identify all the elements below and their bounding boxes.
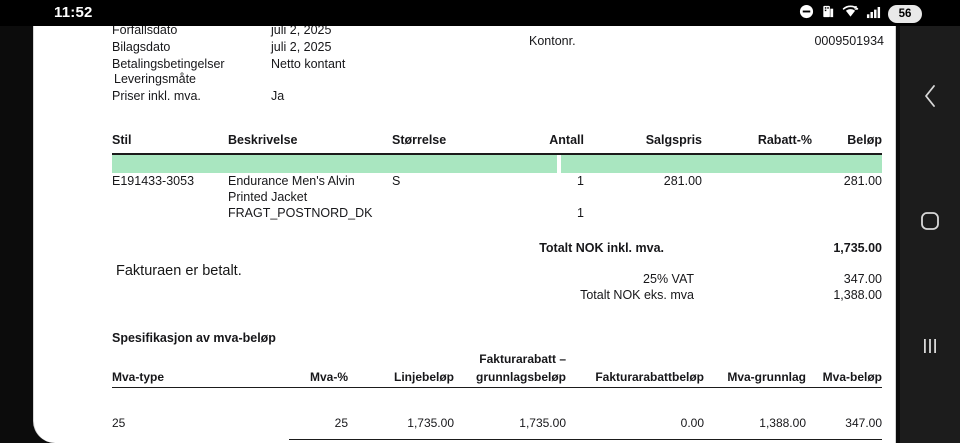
total-vat-label: 25% VAT bbox=[643, 272, 694, 286]
back-icon bbox=[920, 82, 940, 115]
items-header-rabatt: Rabatt-% bbox=[757, 133, 812, 147]
total-net-value: 1,388.00 bbox=[833, 288, 882, 302]
items-header-antall: Antall bbox=[549, 133, 584, 147]
left-bezel bbox=[0, 26, 32, 443]
items-header-belop: Beløp bbox=[847, 133, 882, 147]
cell-antall: 1 bbox=[577, 174, 584, 188]
cell-beskrivelse: Printed Jacket bbox=[228, 190, 308, 204]
items-header-beskrivelse: Beskrivelse bbox=[228, 133, 298, 147]
total-vat-value: 347.00 bbox=[843, 272, 882, 286]
cell-antall: 1 bbox=[577, 206, 584, 220]
meta-label-bilagsdato: Bilagsdato bbox=[112, 40, 171, 54]
vat-header-type: Mva-type bbox=[112, 370, 165, 384]
total-gross-label: Totalt NOK inkl. mva. bbox=[539, 241, 664, 255]
meta-value-betalingsbetingelser: Netto kontant bbox=[271, 57, 346, 71]
recents-icon bbox=[920, 335, 940, 362]
vat-spec-header: Mva-type Mva-% Linjebeløp Fakturarabatt … bbox=[112, 348, 882, 384]
home-icon bbox=[919, 210, 941, 237]
meta-value-kontonr: 0009501934 bbox=[814, 34, 884, 48]
vat-spec-row: 25 25 1,735.00 1,735.00 0.00 1,388.00 34… bbox=[112, 416, 882, 432]
vat-header-mva-grunnlag: Mva-grunnlag bbox=[727, 370, 806, 384]
vat-cell-mva-grunnlag: 1,388.00 bbox=[759, 416, 806, 430]
meta-value-priser-inkl-mva: Ja bbox=[271, 89, 285, 103]
meta-label-priser-inkl-mva: Priser inkl. mva. bbox=[112, 89, 201, 103]
meta-label-leveringsmate: Leveringsmåte bbox=[114, 72, 196, 86]
vat-cell-type: 25 bbox=[112, 416, 126, 430]
invoice-page[interactable]: Forfallsdato juli 2, 2025 Bilagsdato jul… bbox=[33, 26, 896, 443]
table-row[interactable]: Printed Jacket bbox=[112, 190, 882, 206]
vat-cell-fakturarabatt: 1,735.00 bbox=[519, 416, 566, 430]
items-header-salgspris: Salgspris bbox=[645, 133, 702, 147]
total-gross-value: 1,735.00 bbox=[833, 241, 882, 255]
vibrate-icon bbox=[821, 4, 835, 24]
status-bar: 11:52 bbox=[0, 0, 960, 26]
signal-icon bbox=[866, 4, 881, 24]
dnd-icon bbox=[799, 4, 814, 24]
vat-header-rule bbox=[112, 387, 882, 388]
paid-status-note: Fakturaen er betalt. bbox=[116, 263, 242, 279]
wifi-icon: 6 bbox=[842, 4, 859, 24]
meta-label-betalingsbetingelser: Betalingsbetingelser bbox=[112, 57, 225, 71]
status-clock: 11:52 bbox=[54, 4, 93, 21]
table-row[interactable]: FRAGT_POSTNORD_DK 1 bbox=[112, 206, 882, 222]
back-button[interactable] bbox=[900, 74, 960, 122]
cell-beskrivelse: FRAGT_POSTNORD_DK bbox=[228, 206, 373, 220]
selection-highlight-left bbox=[112, 154, 557, 173]
vat-cell-mva-belop: 347.00 bbox=[845, 416, 882, 430]
vat-spec-title: Spesifikasjon av mva-beløp bbox=[112, 331, 276, 345]
battery-icon: 56 bbox=[888, 4, 922, 23]
home-button[interactable] bbox=[900, 199, 960, 247]
total-net-label: Totalt NOK eks. mva bbox=[580, 288, 694, 302]
cell-storrelse: S bbox=[392, 174, 401, 188]
cell-beskrivelse: Endurance Men's Alvin bbox=[228, 174, 355, 188]
vat-header-fakturarabatt-line1: Fakturarabatt – bbox=[479, 352, 566, 366]
selection-highlight-right bbox=[561, 154, 882, 173]
vat-header-linjebelop: Linjebeløp bbox=[394, 370, 454, 384]
status-icon-tray: 6 56 bbox=[799, 4, 922, 23]
cell-belop: 281.00 bbox=[843, 174, 882, 188]
vat-header-pct: Mva-% bbox=[309, 370, 348, 384]
recents-button[interactable] bbox=[900, 324, 960, 372]
vat-cell-pct: 25 bbox=[334, 416, 348, 430]
vat-header-fakturarabatt-line2: grunnlagsbeløp bbox=[476, 370, 566, 384]
table-row[interactable]: E191433-3053 Endurance Men's Alvin S 1 2… bbox=[112, 174, 882, 190]
items-header-stil: Stil bbox=[112, 133, 132, 147]
meta-value-bilagsdato: juli 2, 2025 bbox=[271, 40, 332, 54]
items-header-storrelse: Størrelse bbox=[392, 133, 447, 147]
vat-cell-linjebelop: 1,735.00 bbox=[407, 416, 454, 430]
meta-label-kontonr: Kontonr. bbox=[529, 34, 576, 48]
svg-text:6: 6 bbox=[854, 6, 857, 12]
vat-total-rule bbox=[289, 439, 882, 440]
invoice-document: Forfallsdato juli 2, 2025 Bilagsdato jul… bbox=[34, 26, 895, 443]
items-table-header: Stil Beskrivelse Størrelse Antall Salgsp… bbox=[112, 133, 882, 152]
vat-header-mva-belop: Mva-beløp bbox=[822, 370, 882, 384]
vat-cell-fakturarabattbelop: 0.00 bbox=[680, 416, 704, 430]
cell-salgspris: 281.00 bbox=[663, 174, 702, 188]
meta-label-forfallsdato: Forfallsdato bbox=[112, 26, 178, 37]
items-header-rule bbox=[112, 153, 882, 155]
meta-value-forfallsdato: juli 2, 2025 bbox=[271, 26, 332, 37]
vat-header-fakturarabattbelop: Fakturarabattbeløp bbox=[595, 370, 704, 384]
cell-stil: E191433-3053 bbox=[112, 174, 195, 188]
android-nav-bar bbox=[900, 26, 960, 443]
